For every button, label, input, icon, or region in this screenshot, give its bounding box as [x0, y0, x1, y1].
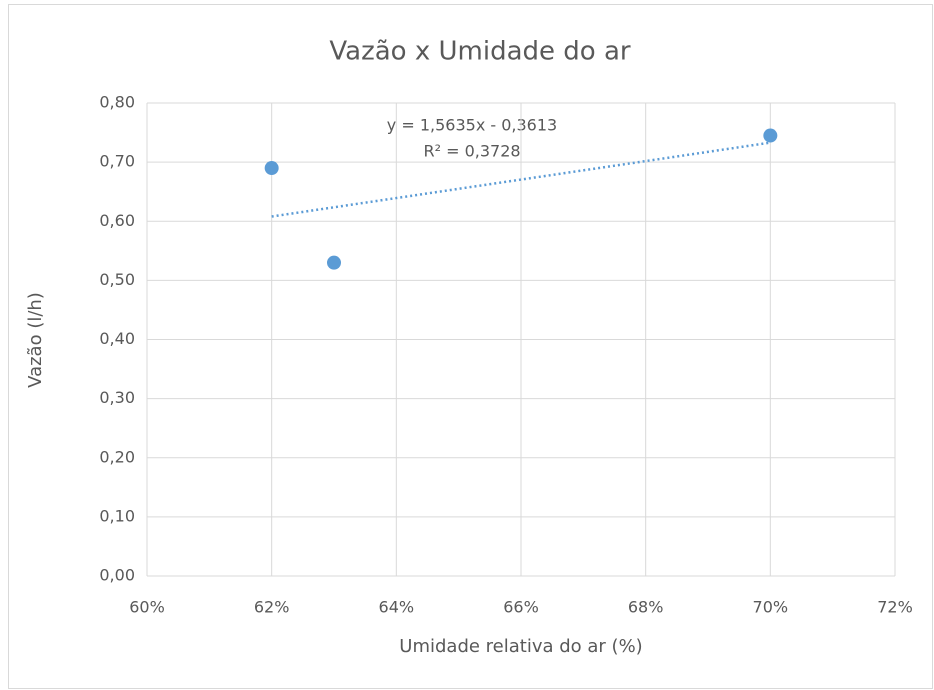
- x-axis-title: Umidade relativa do ar (%): [399, 636, 642, 657]
- y-tick-label: 0,80: [99, 93, 135, 112]
- trendline: [271, 141, 771, 218]
- y-tick-label: 0,30: [99, 388, 135, 407]
- data-point: [763, 128, 778, 143]
- y-tick-label: 0,10: [99, 506, 135, 525]
- annotation: R² = 0,3728: [423, 142, 520, 161]
- y-tick-label: 0,70: [99, 152, 135, 171]
- data-point: [264, 161, 279, 176]
- y-tick-label: 0,60: [99, 211, 135, 230]
- y-tick-label: 0,20: [99, 447, 135, 466]
- x-tick-label: 62%: [254, 598, 290, 617]
- chart-frame: [8, 4, 933, 689]
- x-tick-label: 72%: [877, 598, 913, 617]
- y-tick-label: 0,50: [99, 270, 135, 289]
- y-tick-label: 0,00: [99, 566, 135, 585]
- x-tick-label: 70%: [753, 598, 789, 617]
- x-tick-label: 60%: [129, 598, 165, 617]
- chart-title: Vazão x Umidade do ar: [329, 37, 630, 67]
- y-axis-title: Vazão (l/h): [25, 292, 46, 388]
- annotation: y = 1,5635x - 0,3613: [387, 116, 557, 135]
- x-tick-label: 64%: [379, 598, 415, 617]
- y-tick-label: 0,40: [99, 329, 135, 348]
- x-tick-label: 68%: [628, 598, 664, 617]
- x-tick-label: 66%: [503, 598, 539, 617]
- data-point: [327, 255, 341, 270]
